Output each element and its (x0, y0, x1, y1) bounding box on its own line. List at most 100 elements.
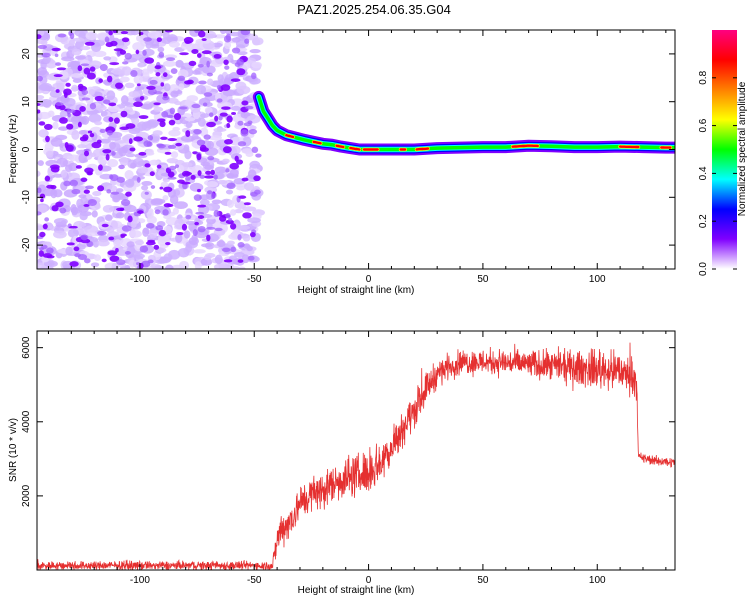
noise-blob-light (240, 111, 251, 119)
noise-blob-dark (207, 155, 215, 161)
noise-blob-light (125, 30, 136, 36)
noise-blob-light (229, 209, 237, 216)
noise-blob-dark (177, 75, 186, 81)
noise-blob-dark (147, 88, 157, 95)
noise-blob-light (200, 127, 209, 137)
noise-blob-dark (116, 259, 126, 266)
noise-blob-dark (167, 203, 174, 207)
noise-blob-light (142, 72, 150, 78)
noise-blob-dark (149, 79, 158, 85)
noise-blob-light (97, 155, 107, 165)
noise-blob-light (121, 66, 132, 76)
noise-blob-light (119, 76, 130, 83)
noise-blob-light (91, 210, 98, 218)
noise-blob-light (53, 217, 68, 225)
noise-blob-dark (119, 49, 127, 55)
noise-blob-dark (121, 37, 130, 43)
noise-blob-dark (154, 65, 162, 70)
noise-blob-light (247, 217, 261, 224)
noise-blob-light (103, 56, 112, 61)
noise-blob-dark (237, 234, 242, 241)
noise-blob-dark (113, 48, 124, 52)
noise-blob-dark (173, 113, 182, 121)
noise-blob-dark (197, 204, 207, 208)
noise-blob-light (68, 162, 78, 172)
noise-blob-light (102, 205, 115, 213)
spectrogram-y-tick-label: -10 (21, 190, 32, 205)
noise-blob-light (184, 117, 196, 122)
spectrogram-x-tick-label: 50 (477, 274, 489, 285)
noise-blob-dark (84, 167, 94, 174)
noise-blob-dark (251, 146, 259, 154)
noise-blob-dark (253, 175, 261, 182)
noise-blob-dark (219, 215, 227, 222)
spectrogram-x-axis-label: Height of straight line (km) (298, 285, 415, 296)
noise-blob-light (233, 208, 244, 214)
noise-blob-dark (143, 37, 152, 42)
noise-blob-dark (111, 151, 116, 156)
noise-blob-dark (225, 212, 231, 219)
colorbar-tick-label: 0.6 (698, 118, 709, 132)
noise-blob-dark (221, 106, 231, 110)
spectrogram-x-tick-label: -50 (247, 274, 262, 285)
noise-blob-light (37, 160, 44, 167)
noise-blob-light (141, 121, 152, 131)
noise-blob-light (246, 246, 253, 252)
noise-blob-dark (184, 40, 191, 45)
noise-blob-light (38, 83, 51, 91)
noise-blob-dark (213, 53, 222, 59)
noise-blob-dark (136, 176, 141, 183)
noise-blob-dark (236, 68, 246, 76)
noise-blob-light (199, 113, 210, 118)
noise-blob-light (53, 230, 67, 239)
noise-blob-light (99, 138, 112, 144)
noise-blob-light (181, 162, 193, 168)
noise-blob-dark (216, 84, 222, 91)
noise-blob-dark (170, 68, 178, 74)
noise-blob-dark (89, 102, 97, 110)
noise-blob-dark (255, 153, 262, 158)
noise-blob-light (58, 70, 69, 80)
noise-blob-dark (81, 97, 91, 101)
noise-blob-light (163, 83, 171, 92)
noise-blob-light (68, 39, 76, 47)
noise-blob-dark (39, 193, 46, 199)
noise-blob-light (206, 180, 219, 188)
noise-blob-light (194, 41, 202, 49)
noise-blob-light (227, 240, 235, 246)
noise-blob-dark (160, 136, 168, 140)
noise-blob-dark (229, 162, 239, 170)
noise-blob-light (249, 160, 261, 169)
noise-blob-dark (144, 191, 149, 195)
noise-blob-light (105, 214, 113, 222)
noise-blob-dark (224, 65, 230, 70)
noise-blob-dark (153, 102, 161, 106)
spectrogram-y-tick-label: 0 (21, 146, 32, 152)
snr-y-axis-label: SNR (10 * v/v) (8, 418, 19, 482)
noise-blob-dark (153, 244, 160, 250)
noise-blob-dark (83, 67, 91, 75)
noise-blob-light (197, 117, 206, 127)
noise-blob-dark (99, 64, 108, 72)
noise-blob-dark (225, 168, 230, 173)
noise-blob-light (129, 230, 142, 238)
noise-blob-light (38, 129, 49, 138)
noise-blob-light (56, 82, 65, 92)
noise-blob-dark (156, 37, 163, 43)
noise-blob-light (174, 201, 188, 210)
noise-blob-dark (37, 109, 41, 114)
noise-blob-light (194, 228, 209, 239)
noise-blob-dark (69, 109, 76, 113)
noise-blob-light (214, 92, 222, 101)
signal-peak-red (415, 147, 430, 151)
noise-blob-light (53, 173, 64, 178)
noise-blob-dark (193, 194, 202, 201)
noise-blob-dark (146, 85, 156, 90)
noise-blob-light (178, 83, 185, 91)
noise-blob-light (174, 60, 184, 68)
noise-blob-dark (225, 219, 234, 225)
noise-blob-light (106, 90, 116, 101)
noise-blob-light (55, 134, 68, 141)
noise-blob-dark (46, 247, 54, 254)
